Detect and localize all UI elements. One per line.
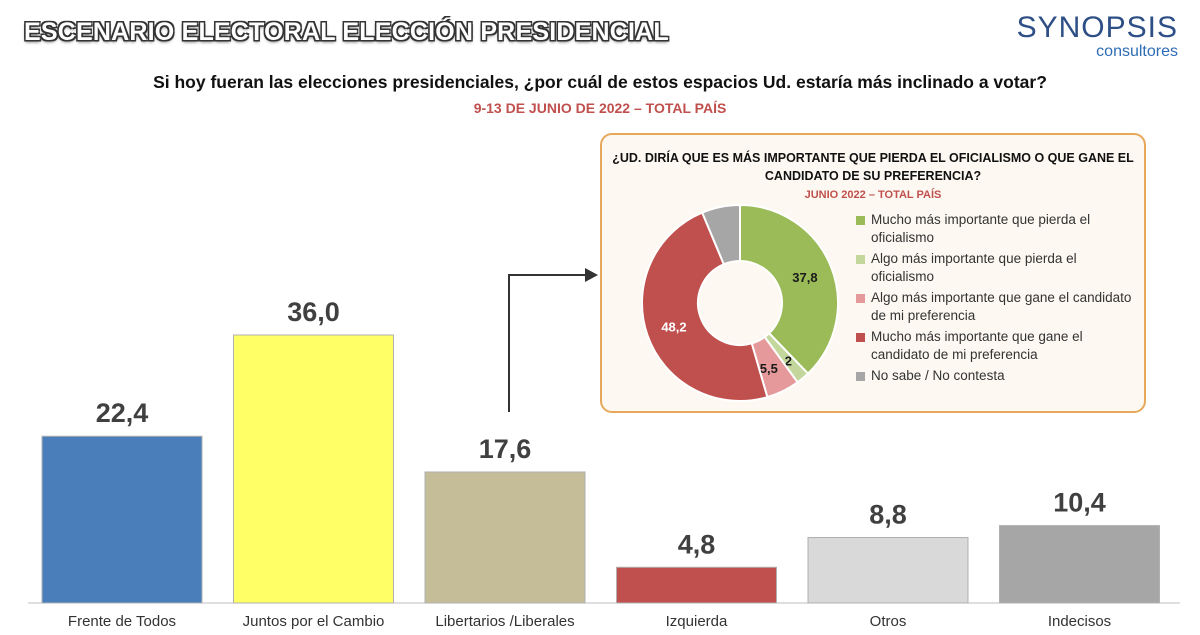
legend-label: Algo más importante que gane el candidat… [871,290,1132,323]
bar-value-label: 17,6 [479,434,532,464]
legend-item: No sabe / No contesta [856,367,1136,385]
legend-item: Algo más importante que gane el candidat… [856,289,1136,325]
inset-question: ¿UD. DIRÍA QUE ES MÁS IMPORTANTE QUE PIE… [612,151,1134,183]
donut-slice [700,203,741,266]
donut-slice [641,211,769,402]
category-label: Otros [870,613,907,630]
category-label: Indecisos [1048,613,1111,630]
donut-legend: Mucho más importante que pierda el ofici… [856,211,1136,388]
category-label: Libertarios /Liberales [435,613,574,630]
page-title: ESCENARIO ELECTORAL ELECCIÓN PRESIDENCIA… [24,18,669,46]
bar [233,334,394,604]
legend-label: Mucho más importante que gane el candida… [871,329,1083,362]
chart-subtitle: 9-13 DE JUNIO DE 2022 – TOTAL PAÍS [473,100,727,116]
category-label: Frente de Todos [68,613,176,630]
bar-value-label: 10,4 [1053,488,1106,518]
legend-item: Algo más importante que pierda el oficia… [856,250,1136,286]
slice-value-label: 48,2 [661,319,686,334]
bar [999,525,1160,604]
bar-value-label: 22,4 [96,398,149,428]
legend-label: Algo más importante que pierda el oficia… [871,251,1077,284]
donut-slice [739,203,839,376]
brand-subtitle: consultores [1096,43,1178,60]
category-label: Izquierda [666,613,728,630]
bar [41,435,203,604]
legend-swatch [856,333,865,342]
legend-label: No sabe / No contesta [871,368,1005,383]
bar-value-label: 4,8 [678,529,716,559]
legend-item: Mucho más importante que pierda el ofici… [856,211,1136,247]
bar [807,536,969,604]
bar-value-label: 36,0 [287,297,340,327]
legend-swatch [856,294,865,303]
legend-item: Mucho más importante que gane el candida… [856,328,1136,364]
legend-swatch [856,216,865,225]
bar [424,471,586,604]
inset-panel: ¿UD. DIRÍA QUE ES MÁS IMPORTANTE QUE PIE… [600,133,1146,413]
brand-logo: SYNOPSIS consultores [1017,12,1178,60]
category-label: Juntos por el Cambio [243,613,385,630]
bar [616,566,777,604]
donut-chart: 37,82,25,548,2 [641,203,839,402]
slice-value-label: 37,8 [792,270,817,285]
legend-label: Mucho más importante que pierda el ofici… [871,212,1091,245]
inset-subtitle: JUNIO 2022 – TOTAL PAÍS [804,189,942,201]
chart-question: Si hoy fueran las elecciones presidencia… [153,72,1047,92]
legend-swatch [856,255,865,264]
brand-name: SYNOPSIS [1016,11,1178,44]
slice-value-label: 5,5 [760,361,778,376]
legend-swatch [856,372,865,381]
bar-value-label: 8,8 [869,499,907,529]
